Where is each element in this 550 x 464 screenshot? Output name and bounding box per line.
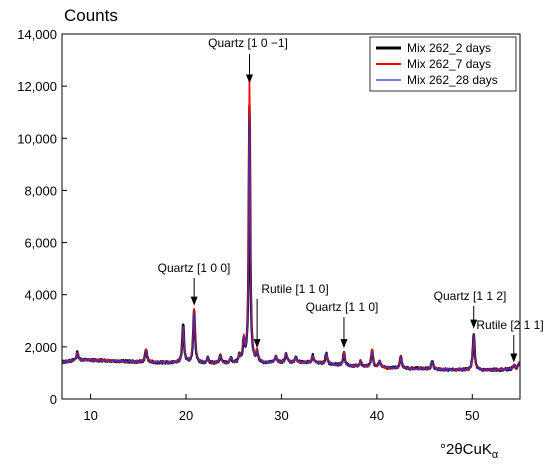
x-tick-label: 50 bbox=[465, 408, 479, 423]
y-tick-label: 6,000 bbox=[24, 236, 57, 251]
x-axis-label: °2θCuKα bbox=[440, 441, 499, 461]
peak-annotation-label: Quartz [1 1 2] bbox=[434, 289, 507, 303]
peak-annotation-arrowhead bbox=[470, 319, 478, 329]
x-axis-label-main: °2θCuK bbox=[440, 441, 492, 458]
x-tick-label: 20 bbox=[179, 408, 193, 423]
peak-annotation-label: Quartz [1 0 −1] bbox=[208, 36, 288, 50]
peak-annotation-arrowhead bbox=[340, 339, 348, 349]
legend: Mix 262_2 days Mix 262_7 days Mix 262_28… bbox=[369, 36, 517, 92]
y-tick-label: 0 bbox=[50, 392, 57, 407]
legend-label-28-days: Mix 262_28 days bbox=[407, 73, 498, 87]
plot-frame bbox=[61, 33, 521, 400]
legend-label-7-days: Mix 262_7 days bbox=[407, 57, 491, 71]
y-tick-label: 14,000 bbox=[17, 27, 57, 42]
x-tick-label: 10 bbox=[83, 408, 97, 423]
y-tick-label: 10,000 bbox=[17, 131, 57, 146]
x-axis-label-sub: α bbox=[492, 449, 499, 461]
y-tick-label: 2,000 bbox=[24, 340, 57, 355]
x-tick-label: 40 bbox=[370, 408, 384, 423]
series-line-1 bbox=[62, 77, 520, 372]
y-tick-label: 12,000 bbox=[17, 79, 57, 94]
x-tick-label: 30 bbox=[274, 408, 288, 423]
peak-annotation-label: Quartz [1 1 0] bbox=[306, 300, 379, 314]
y-tick-label: 8,000 bbox=[24, 183, 57, 198]
y-tick-label: 4,000 bbox=[24, 288, 57, 303]
peak-annotation-arrowhead bbox=[190, 296, 198, 306]
peak-annotation-label: Rutile [2 1 1] bbox=[476, 318, 543, 332]
peak-annotation-label: Rutile [1 1 0] bbox=[261, 282, 328, 296]
y-axis-label: Counts bbox=[64, 6, 118, 25]
peak-annotation-arrowhead bbox=[245, 74, 253, 84]
peak-annotation-label: Quartz [1 0 0] bbox=[158, 261, 231, 275]
legend-label-2-days: Mix 262_2 days bbox=[407, 41, 491, 55]
peak-annotation-arrowhead bbox=[253, 339, 261, 349]
series-line-2 bbox=[62, 116, 520, 372]
peak-annotation-arrowhead bbox=[510, 353, 518, 363]
series-line-0 bbox=[62, 103, 520, 372]
